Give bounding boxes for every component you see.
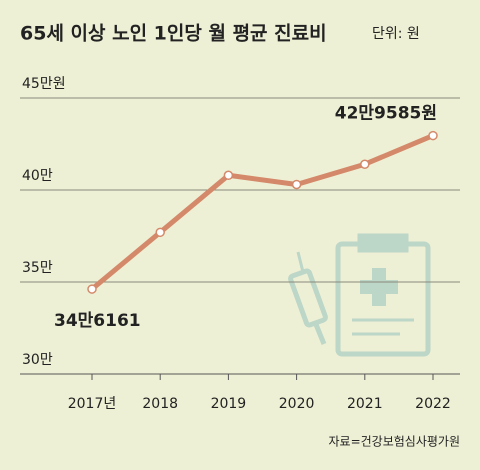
x-tick-label: 2017년 <box>68 396 117 412</box>
point <box>223 170 234 181</box>
x-tick-label: 2021 <box>347 396 383 412</box>
line <box>90 133 434 291</box>
point <box>155 227 165 238</box>
x-tick-label: 2020 <box>279 396 315 412</box>
x-tick-label: 2022 <box>415 396 451 412</box>
chart-subtitle: 단위: 원 <box>372 26 420 42</box>
point <box>87 284 97 294</box>
y-tick-label: 45만원 <box>22 76 66 92</box>
value-label: 34만6161 <box>54 311 141 331</box>
point <box>291 179 302 190</box>
y-tick-label: 30만 <box>22 352 53 368</box>
y-tick-label: 40만 <box>22 168 53 184</box>
chart-title: 65세 이상 노인 1인당 월 평균 진료비 <box>20 23 327 45</box>
medical-icon <box>288 233 431 357</box>
value-label: 42만9585원 <box>335 104 437 124</box>
x-tick-label: 2019 <box>211 396 247 412</box>
source: 자료=건강보험심사평가원 <box>329 435 461 449</box>
point <box>360 159 370 169</box>
point <box>428 130 438 141</box>
x-tick-label: 2018 <box>142 396 178 412</box>
y-tick-label: 35만 <box>22 260 53 276</box>
